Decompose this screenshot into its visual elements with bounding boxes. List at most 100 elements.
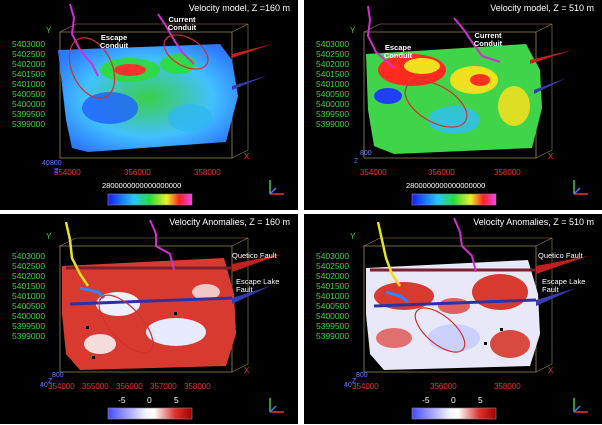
current-conduit-trace: [157, 13, 195, 65]
quetico-fault-surface: [530, 50, 572, 64]
high-anomaly-zone-4: [490, 330, 530, 358]
y-tick: 5400500: [316, 89, 350, 99]
y-tick: 5399500: [12, 109, 46, 119]
low-anomaly-zone: [428, 324, 480, 352]
escape-lake-fault-surface: [536, 288, 576, 306]
marker-point: [86, 326, 89, 329]
colorbar-tick-labels: 2800000000000000000: [406, 181, 486, 190]
x-axis-label: X: [244, 152, 250, 161]
y-tick: 5400000: [12, 99, 46, 109]
y-tick: 5399000: [316, 119, 350, 129]
z-tick: 800: [52, 372, 64, 379]
conduit-segment: [79, 286, 106, 300]
marker-point: [174, 312, 177, 315]
z-axis-label: Z: [54, 168, 59, 175]
low-velocity-zone: [428, 106, 480, 134]
bounding-box-back: [363, 23, 553, 159]
high-anomaly-zone-3: [438, 298, 470, 314]
y-tick: 5400000: [316, 99, 350, 109]
velocity-model-160-svg: [58, 3, 272, 206]
neutral-zone-2: [192, 284, 220, 300]
y-tick: 5399500: [316, 321, 350, 331]
x-tick-prefix: 40: [40, 382, 48, 389]
y-axis-label: Y: [350, 232, 356, 241]
velocity-model-510-svg: [363, 5, 572, 206]
colorbar-tick: -5: [422, 395, 430, 405]
velocity-colorbar: [411, 193, 497, 206]
marker-point: [92, 356, 95, 359]
x-tick: 356000: [124, 168, 151, 177]
velocity-anomalies-panel-160: Velocity Anomalies, Z = 160 m Y 5403000 …: [0, 214, 298, 424]
x-tick: 358000: [184, 382, 211, 391]
anomaly-surface: [62, 258, 236, 370]
y-tick-labels: 5403000 5402500 5402000 5401500 5401000 …: [12, 251, 45, 341]
low-anomaly-zone: [96, 292, 140, 316]
y-tick: 5403000: [316, 251, 350, 261]
neutral-zone: [84, 334, 116, 354]
low-anomaly-zone-2: [146, 318, 206, 346]
y-tick: 5400500: [12, 301, 46, 311]
anomaly-ellipse: [98, 294, 154, 354]
colorbar-tick: 0: [147, 395, 152, 405]
escape-lake-fault-line: [373, 298, 537, 308]
peak-zone: [404, 58, 440, 74]
velocity-model-panel-160: Velocity model, Z =160 m Y 5403000 54025…: [0, 0, 298, 210]
x-axis-label: X: [244, 366, 250, 375]
y-tick: 5402500: [12, 261, 46, 271]
bounding-box-back: [59, 237, 249, 373]
mid-velocity-zone: [498, 86, 530, 126]
x-tick: 358000: [194, 168, 221, 177]
anomaly-colorbar: [411, 407, 497, 420]
peak-velocity-zone: [114, 64, 146, 76]
y-tick-labels: 5403000 5402500 5402000 5401500 5401000 …: [316, 39, 349, 129]
current-conduit-label: Current Conduit: [167, 15, 197, 32]
marker-point: [484, 342, 487, 345]
peak-zone-2: [470, 74, 490, 86]
anomaly-ellipse: [414, 307, 466, 353]
bounding-box-back: [59, 23, 249, 159]
escape-conduit-ellipse: [68, 37, 116, 99]
x-tick: 355000: [82, 382, 109, 391]
panel-title: Velocity model, Z =160 m: [188, 3, 290, 13]
velocity-anomalies-panel-510: Velocity Anomalies, Z = 510 m Y 5403000 …: [304, 214, 602, 424]
velocity-anomalies-160-svg: [59, 219, 282, 420]
z-tick-prefix: 40: [42, 160, 50, 167]
velocity-colorbar: [107, 193, 193, 206]
current-conduit-label: Current Conduit: [473, 31, 503, 48]
current-conduit-trace: [453, 217, 477, 273]
escape-conduit-label: Escape Conduit: [99, 33, 129, 50]
y-tick: 5399500: [316, 109, 350, 119]
velocity-surface: [58, 44, 238, 152]
axis-orientation-gizmo: [269, 398, 284, 413]
x-axis-label: X: [548, 366, 554, 375]
escape-conduit-label: Escape Conduit: [383, 43, 413, 60]
y-tick: 5399000: [12, 331, 46, 341]
escape-conduit-ellipse: [404, 80, 468, 128]
velocity-anomalies-510-svg: [363, 217, 588, 420]
colorbar-tick: -5: [118, 395, 126, 405]
colorbar-tick-labels: 2800000000000000000: [102, 181, 182, 190]
x-tick: 358000: [494, 382, 521, 391]
z-tick: 800: [50, 160, 62, 167]
colorbar-tick: 5: [174, 395, 179, 405]
y-tick: 5401500: [316, 69, 350, 79]
current-conduit-ellipse: [163, 34, 209, 70]
y-tick: 5400500: [316, 301, 350, 311]
y-tick: 5399500: [12, 321, 46, 331]
colorbar-tick: 0: [451, 395, 456, 405]
y-tick: 5400000: [12, 311, 46, 321]
z-axis-label: Z: [48, 378, 53, 385]
x-tick: 356000: [430, 382, 457, 391]
quetico-fault-label: Quetico Fault: [538, 251, 583, 260]
y-tick: 5399000: [316, 331, 350, 341]
high-anomaly-zone-2: [472, 274, 528, 310]
y-tick: 5403000: [12, 251, 46, 261]
x-tick: 358000: [494, 168, 521, 177]
y-tick: 5402000: [316, 271, 350, 281]
x-tick: 354000: [352, 382, 379, 391]
quetico-fault-surface: [232, 254, 282, 272]
y-tick: 5401000: [316, 291, 350, 301]
intrusion-trace: [376, 221, 402, 287]
quetico-fault-surface: [536, 256, 588, 274]
conduit-segment: [385, 290, 409, 304]
